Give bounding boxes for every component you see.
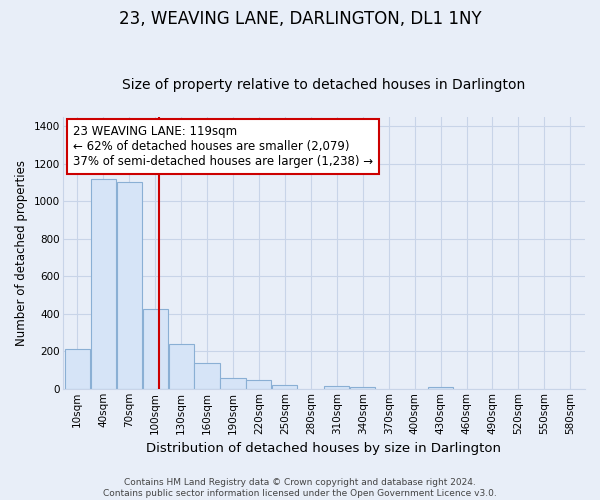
Text: 23 WEAVING LANE: 119sqm
← 62% of detached houses are smaller (2,079)
37% of semi: 23 WEAVING LANE: 119sqm ← 62% of detache… [73,125,373,168]
Bar [194,362,220,389]
Bar [220,378,245,389]
Bar [91,178,116,389]
Bar [247,380,271,389]
Bar [428,386,453,389]
Y-axis label: Number of detached properties: Number of detached properties [15,160,28,346]
Bar [169,344,194,389]
Bar [65,350,90,389]
Bar [324,386,349,389]
Bar [116,182,142,389]
Bar [350,386,375,389]
Bar [272,385,298,389]
Text: 23, WEAVING LANE, DARLINGTON, DL1 1NY: 23, WEAVING LANE, DARLINGTON, DL1 1NY [119,10,481,28]
Bar [143,309,167,389]
Text: Contains HM Land Registry data © Crown copyright and database right 2024.
Contai: Contains HM Land Registry data © Crown c… [103,478,497,498]
X-axis label: Distribution of detached houses by size in Darlington: Distribution of detached houses by size … [146,442,501,455]
Title: Size of property relative to detached houses in Darlington: Size of property relative to detached ho… [122,78,526,92]
